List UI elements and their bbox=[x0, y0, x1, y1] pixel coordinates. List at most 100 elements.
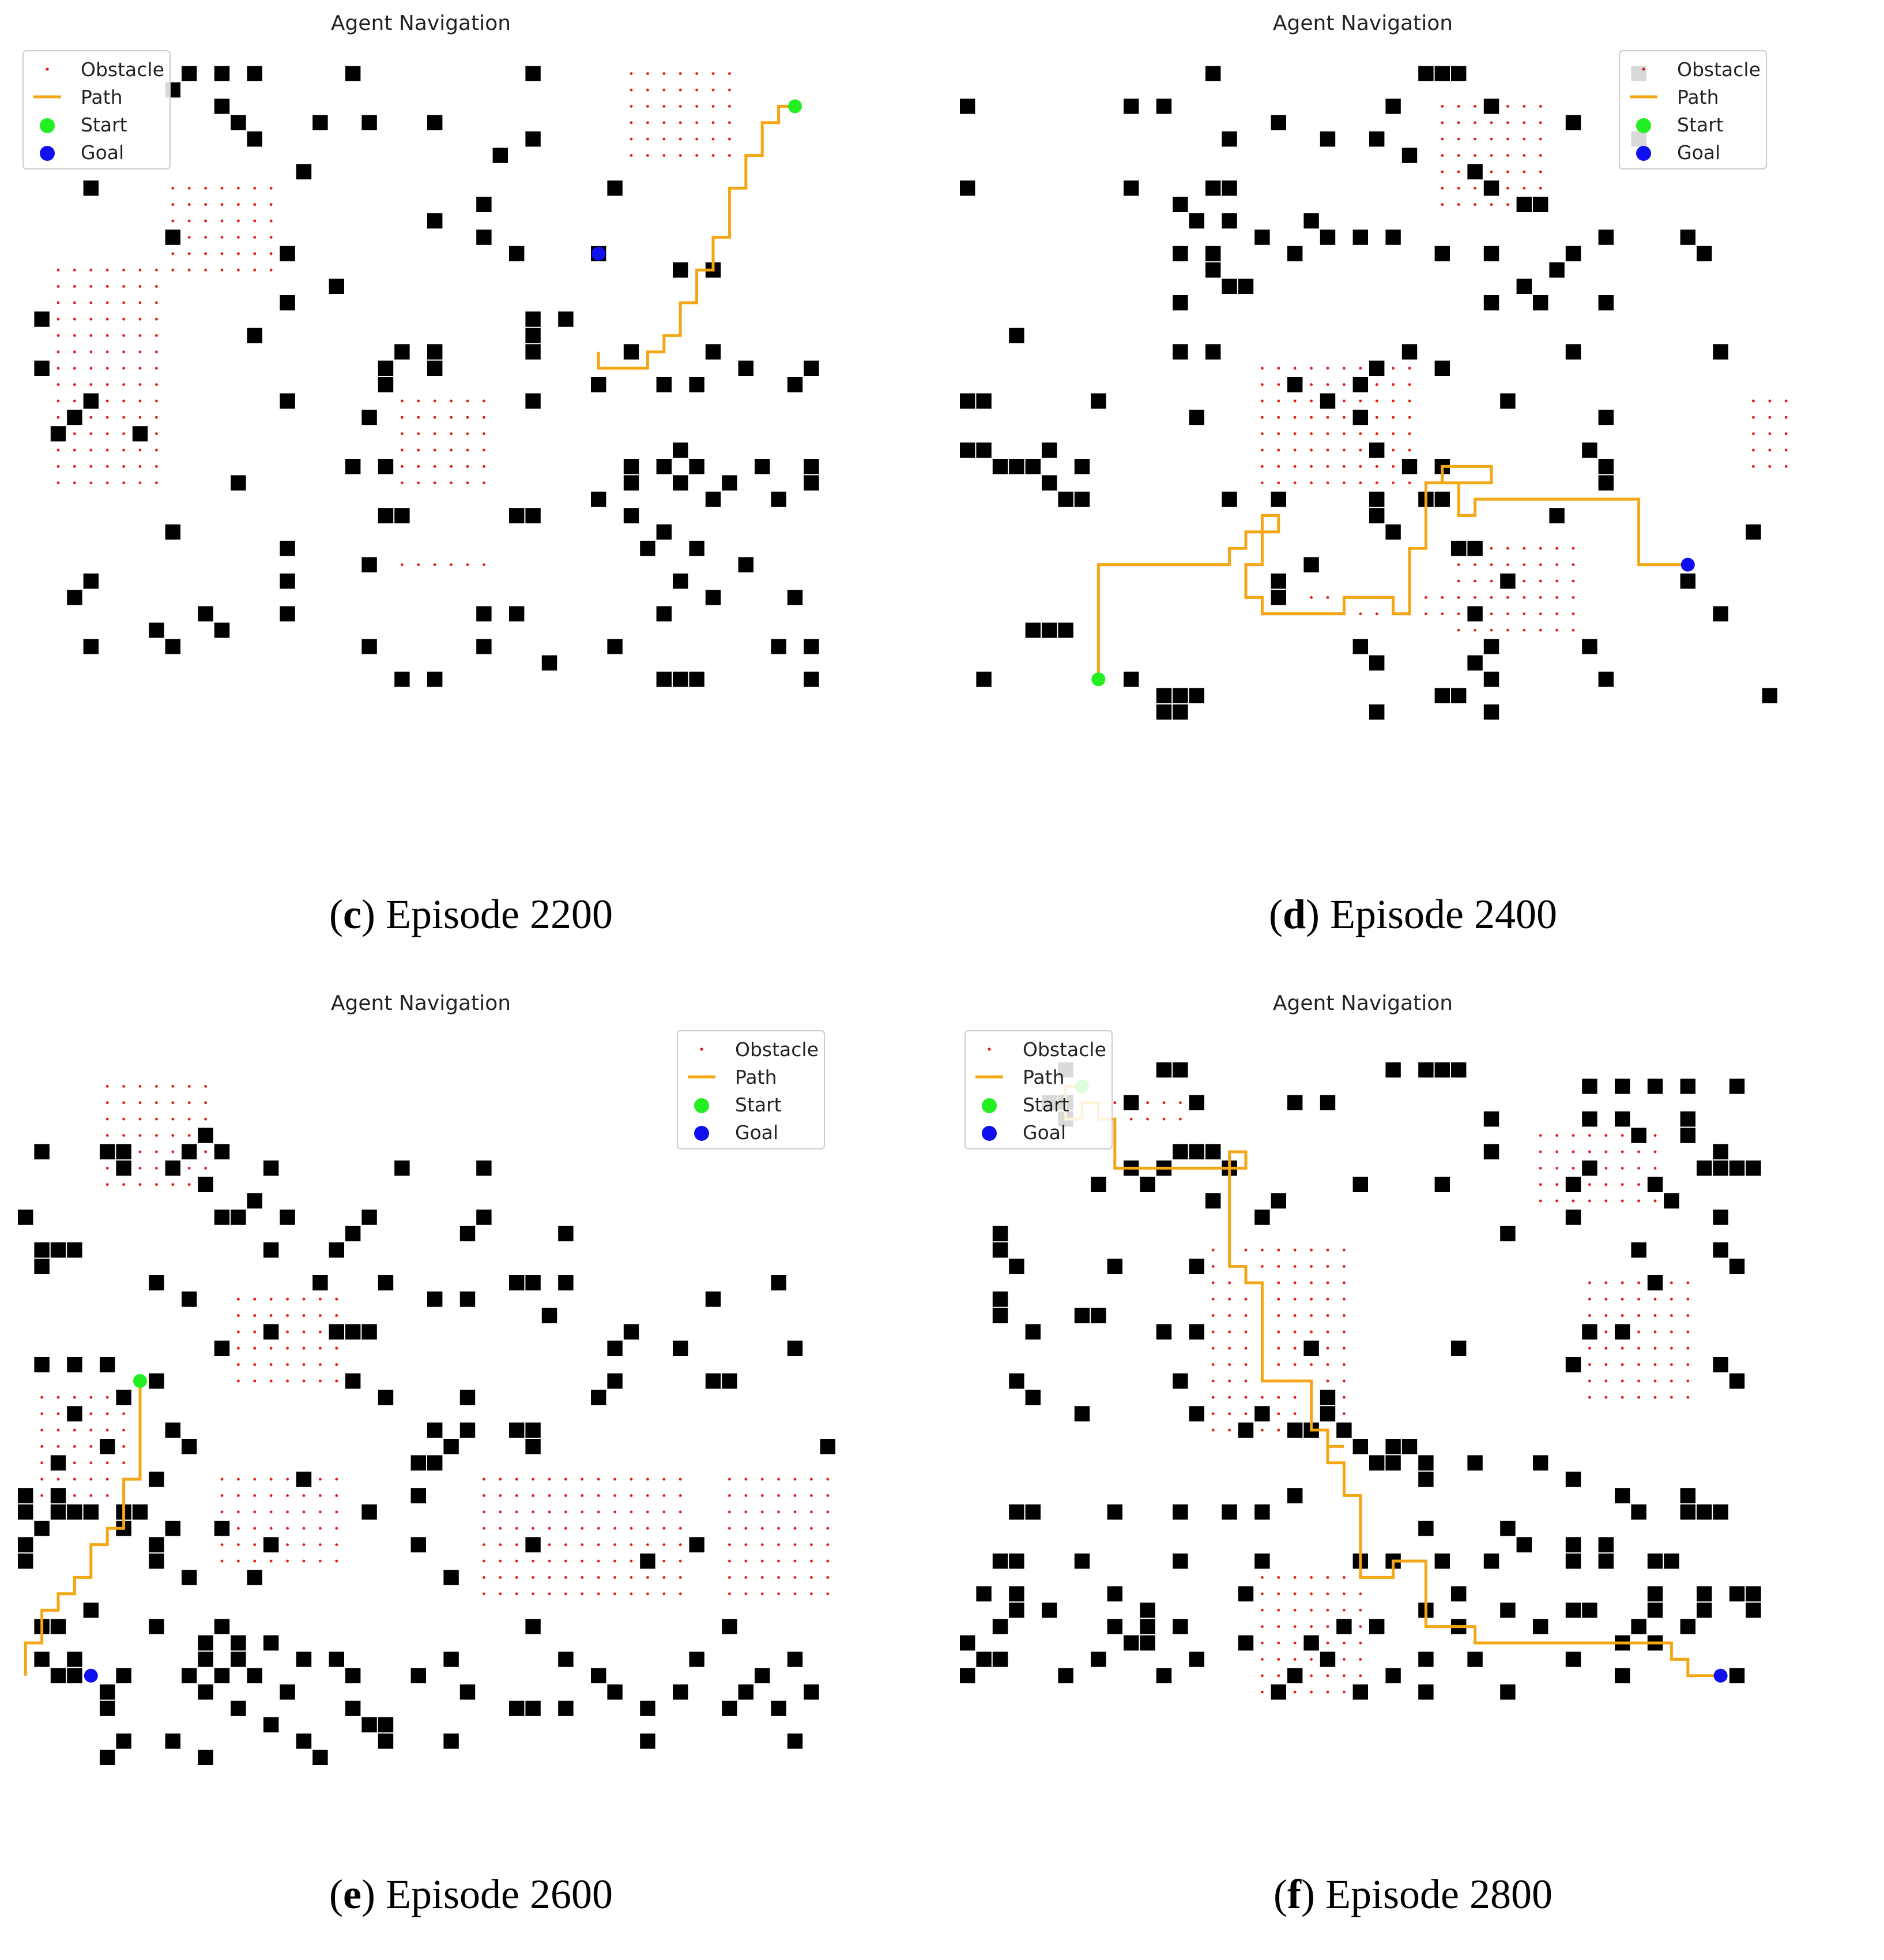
obstacle-marker bbox=[613, 1477, 616, 1481]
obstacle-cell bbox=[1697, 1586, 1712, 1601]
obstacle-cell bbox=[67, 1668, 82, 1683]
obstacle-marker bbox=[1539, 121, 1542, 125]
agent-path bbox=[1097, 465, 1688, 680]
obstacle-marker bbox=[302, 1379, 306, 1382]
obstacle-marker bbox=[105, 1117, 109, 1121]
obstacle-marker bbox=[662, 1494, 666, 1497]
obstacle-cell bbox=[1418, 1521, 1434, 1536]
obstacle-marker bbox=[1310, 1674, 1313, 1678]
obstacle-cell bbox=[149, 1275, 164, 1291]
obstacle-cell bbox=[1451, 1062, 1467, 1078]
obstacle-marker bbox=[1539, 1183, 1542, 1186]
obstacle-marker bbox=[1277, 465, 1280, 468]
obstacle-marker bbox=[1588, 1379, 1591, 1382]
obstacle-cell bbox=[231, 475, 246, 491]
obstacle-cell bbox=[1303, 557, 1319, 572]
obstacle-cell bbox=[656, 377, 672, 393]
obstacle-cell bbox=[443, 1439, 459, 1454]
obstacle-marker bbox=[1293, 1249, 1297, 1252]
obstacle-marker bbox=[1637, 1183, 1640, 1186]
obstacle-marker bbox=[1539, 579, 1542, 583]
obstacle-marker bbox=[1261, 448, 1264, 452]
obstacle-marker bbox=[1261, 399, 1264, 402]
obstacle-marker bbox=[581, 1543, 584, 1546]
obstacle-cell bbox=[1369, 442, 1385, 458]
obstacle-marker bbox=[1490, 596, 1493, 599]
obstacle-cell bbox=[1565, 1209, 1581, 1225]
obstacle-marker bbox=[220, 269, 224, 272]
obstacle-marker bbox=[1211, 1314, 1215, 1317]
obstacle-cell bbox=[738, 1684, 753, 1700]
obstacle-cell bbox=[673, 672, 688, 687]
obstacle-cell bbox=[1483, 99, 1499, 114]
obstacle-marker bbox=[1211, 1298, 1215, 1301]
obstacle-cell bbox=[640, 1701, 655, 1716]
obstacle-marker bbox=[433, 448, 436, 452]
obstacle-cell bbox=[247, 1668, 262, 1683]
obstacle-marker bbox=[122, 1183, 126, 1186]
obstacle-marker bbox=[1457, 203, 1460, 206]
obstacle-marker bbox=[1572, 596, 1575, 599]
obstacle-cell bbox=[247, 327, 262, 344]
obstacle-cell bbox=[1287, 1488, 1303, 1503]
obstacle-marker bbox=[1555, 563, 1558, 566]
obstacle-marker bbox=[793, 1526, 797, 1530]
obstacle-marker bbox=[1293, 367, 1297, 370]
obstacle-marker bbox=[711, 137, 715, 141]
obstacle-marker bbox=[1670, 1281, 1673, 1284]
obstacle-marker bbox=[711, 72, 715, 75]
obstacle-marker bbox=[401, 563, 404, 566]
obstacle-marker bbox=[1310, 399, 1313, 402]
obstacle-cell bbox=[1320, 1389, 1336, 1405]
obstacle-marker bbox=[1228, 1379, 1231, 1382]
obstacle-marker bbox=[335, 1494, 338, 1497]
obstacle-cell bbox=[427, 1422, 443, 1438]
obstacle-cell bbox=[329, 278, 344, 294]
obstacle-marker bbox=[1293, 1592, 1297, 1596]
obstacle-marker bbox=[1539, 1150, 1542, 1154]
obstacle-marker bbox=[1277, 1363, 1280, 1366]
caption-text: Episode 2400 bbox=[1330, 891, 1557, 937]
obstacle-cell bbox=[476, 606, 492, 621]
obstacle-cell bbox=[1222, 1504, 1237, 1520]
obstacle-marker bbox=[1343, 1608, 1346, 1612]
obstacle-marker bbox=[1310, 1363, 1313, 1366]
obstacle-cell bbox=[1369, 704, 1385, 720]
obstacle-marker bbox=[1228, 1330, 1231, 1333]
obstacle-cell bbox=[673, 475, 688, 491]
obstacle-marker bbox=[1113, 1101, 1117, 1105]
obstacle-cell bbox=[1401, 148, 1418, 163]
obstacle-marker bbox=[1490, 137, 1493, 141]
obstacle-cell bbox=[1124, 180, 1139, 196]
obstacle-cell bbox=[787, 1652, 803, 1667]
obstacle-cell bbox=[1369, 131, 1385, 147]
obstacle-marker bbox=[1261, 1576, 1264, 1579]
obstacle-cell bbox=[673, 442, 688, 458]
obstacle-cell bbox=[1565, 1471, 1581, 1487]
obstacle-marker bbox=[1326, 1576, 1329, 1579]
obstacle-marker bbox=[450, 448, 453, 452]
obstacle-cell bbox=[1401, 459, 1418, 474]
obstacle-cell bbox=[1647, 1603, 1663, 1618]
obstacle-marker bbox=[1604, 1396, 1608, 1399]
obstacle-marker bbox=[1604, 1314, 1608, 1317]
obstacle-cell bbox=[558, 1226, 574, 1242]
obstacle-marker bbox=[483, 1592, 485, 1596]
obstacle-marker bbox=[1310, 1249, 1313, 1252]
obstacle-cell bbox=[1271, 573, 1286, 589]
obstacle-marker bbox=[105, 285, 109, 288]
obstacle-marker bbox=[728, 1526, 731, 1530]
obstacle-marker bbox=[1244, 1379, 1248, 1382]
obstacle-marker bbox=[335, 1543, 338, 1546]
obstacle-marker bbox=[122, 285, 126, 288]
obstacle-cell bbox=[214, 623, 230, 638]
obstacle-marker bbox=[253, 187, 257, 190]
obstacle-marker bbox=[237, 1330, 240, 1333]
obstacle-marker bbox=[1277, 1576, 1280, 1579]
obstacle-marker bbox=[105, 301, 109, 304]
obstacle-marker bbox=[204, 203, 207, 206]
obstacle-marker bbox=[1277, 416, 1280, 419]
obstacle-cell bbox=[1287, 1095, 1303, 1110]
chart-title: Agent Navigation bbox=[1273, 992, 1453, 1015]
obstacle-marker bbox=[483, 1510, 485, 1514]
